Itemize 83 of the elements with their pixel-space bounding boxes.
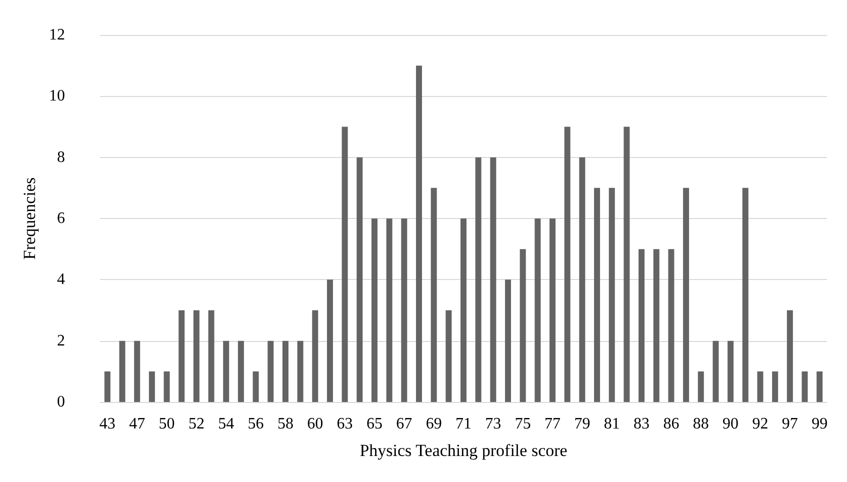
- bar: [802, 371, 808, 402]
- x-tick-label: 58: [277, 416, 294, 432]
- bar: [683, 188, 690, 402]
- x-tick-label: 86: [663, 416, 680, 432]
- x-tick-label: 60: [307, 416, 324, 432]
- x-tick-label: 88: [692, 416, 709, 432]
- bar: [460, 218, 466, 402]
- y-tick-label: 4: [57, 271, 65, 288]
- bar: [178, 310, 185, 402]
- bar: [712, 340, 719, 402]
- x-tick-label: 52: [188, 416, 204, 432]
- x-tick-label: 54: [218, 416, 234, 432]
- y-tick-label: 0: [57, 394, 65, 410]
- bar: [252, 371, 259, 402]
- x-tick-label: 50: [158, 416, 175, 432]
- bar: [475, 157, 482, 402]
- x-tick-label: 65: [366, 416, 382, 432]
- bar: [594, 188, 600, 402]
- bar: [223, 340, 230, 402]
- bar: [268, 340, 274, 402]
- bar: [772, 371, 778, 402]
- y-tick-label: 8: [57, 148, 65, 166]
- bar: [520, 249, 526, 402]
- bar: [401, 218, 408, 402]
- y-tick-label: 10: [49, 88, 65, 105]
- bar: [297, 340, 304, 402]
- bar: [193, 310, 200, 402]
- bar: [356, 157, 363, 402]
- bar: [208, 310, 214, 402]
- bar: [326, 280, 333, 402]
- bar: [608, 188, 615, 402]
- bar: [564, 126, 570, 402]
- bar: [698, 371, 704, 402]
- bar: [668, 249, 674, 402]
- y-axis-title: Frequencies: [20, 177, 40, 260]
- bar: [786, 310, 793, 402]
- x-tick-label: 63: [336, 416, 353, 432]
- y-tick-label: 6: [57, 210, 65, 227]
- bar: [119, 340, 126, 402]
- x-tick-label: 43: [99, 416, 116, 432]
- x-tick-label: 90: [722, 416, 739, 432]
- bar: [164, 371, 170, 402]
- x-tick-label: 56: [248, 416, 264, 432]
- bar: [550, 218, 556, 402]
- x-tick-label: 99: [812, 416, 828, 432]
- x-tick-label: 79: [574, 416, 590, 432]
- x-tick-label: 92: [752, 416, 768, 432]
- bar: [624, 126, 630, 402]
- y-tick-label: 12: [49, 26, 65, 44]
- bar: [816, 371, 823, 402]
- x-tick-label: 73: [485, 416, 502, 432]
- bar: [505, 280, 512, 402]
- bar: [104, 371, 110, 402]
- bar: [371, 218, 378, 402]
- bar: [638, 249, 645, 402]
- bar: [282, 340, 288, 402]
- bar: [134, 340, 140, 402]
- x-tick-label: 67: [396, 416, 412, 432]
- bar: [757, 371, 764, 402]
- bar: [653, 249, 660, 402]
- x-tick-label: 47: [129, 416, 146, 432]
- bar: [579, 157, 586, 402]
- x-tick-label: 81: [604, 416, 620, 432]
- x-axis-title: Physics Teaching profile score: [360, 441, 568, 460]
- bar: [386, 218, 392, 402]
- bar: [446, 310, 452, 402]
- bar: [430, 188, 437, 402]
- bar: [342, 126, 348, 402]
- bar: [742, 188, 748, 402]
- x-tick-label: 83: [634, 416, 650, 432]
- bar: [416, 66, 422, 402]
- bar: [148, 371, 155, 402]
- x-tick-label: 71: [456, 416, 472, 432]
- bar: [238, 340, 244, 402]
- x-tick-label: 69: [426, 416, 442, 432]
- bar: [312, 310, 318, 402]
- x-tick-label: 77: [544, 416, 561, 432]
- bar: [490, 157, 496, 402]
- x-tick-label: 97: [782, 416, 798, 432]
- bar: [534, 218, 541, 402]
- y-tick-label: 2: [57, 332, 65, 350]
- bar: [728, 340, 734, 402]
- x-tick-label: 75: [514, 416, 531, 432]
